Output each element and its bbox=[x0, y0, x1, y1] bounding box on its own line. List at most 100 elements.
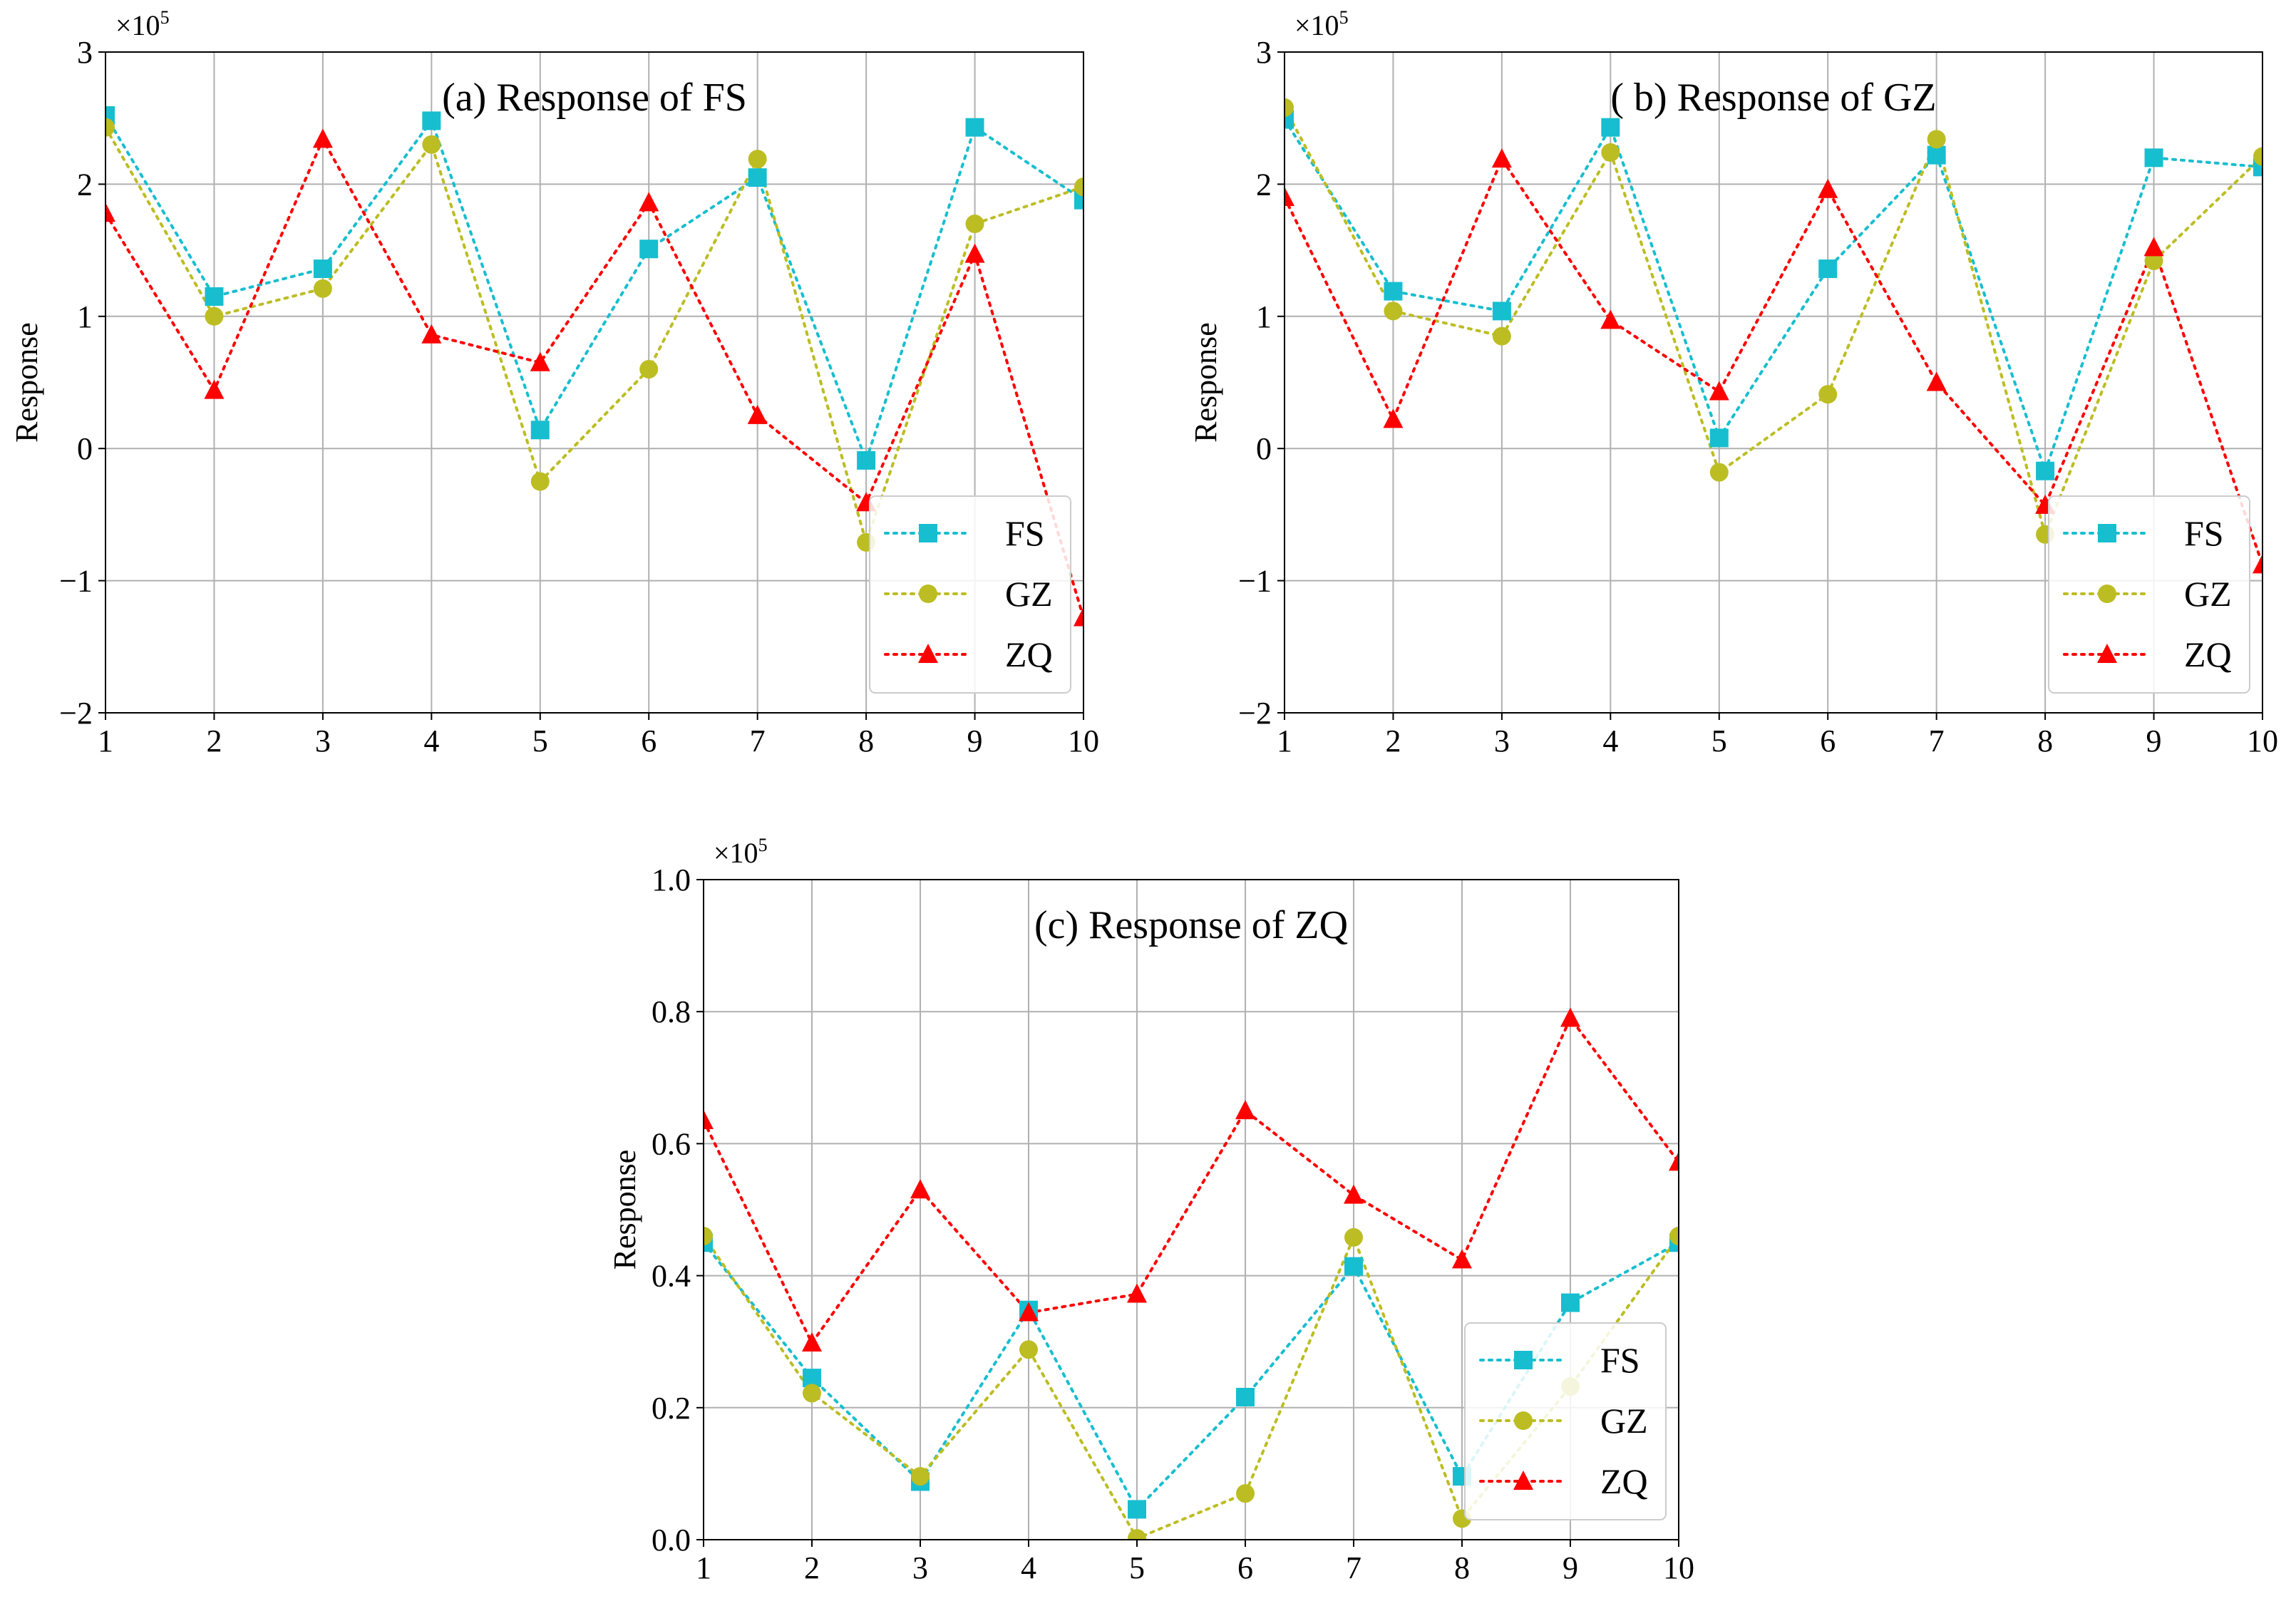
data-point-gz bbox=[530, 472, 550, 491]
data-point-gz bbox=[803, 1384, 821, 1403]
data-point-zq bbox=[910, 1179, 930, 1199]
data-point-zq bbox=[1285, 186, 1294, 206]
series-line-zq bbox=[1285, 155, 2262, 567]
y-axis-label: Response bbox=[607, 1150, 642, 1270]
data-point-zq bbox=[964, 243, 985, 263]
x-tick-label: 9 bbox=[1563, 1550, 1578, 1585]
y-tick-label: 0 bbox=[1256, 431, 1272, 466]
legend-box bbox=[2048, 495, 2250, 694]
chart-panel-c: 1 2 3 4 5 6 7 8 9 10 0.0 0.2 0.4 0.6 0.8 1.0 ×105 Respons… bbox=[607, 835, 1694, 1585]
x-tick-label: 10 bbox=[1663, 1550, 1694, 1585]
x-tick-label: 3 bbox=[1494, 724, 1510, 758]
data-point-gz bbox=[1709, 463, 1729, 482]
chart-title: ( b) Response of GZ bbox=[1610, 76, 1936, 120]
legend-label-gz: GZ bbox=[2184, 574, 2232, 614]
data-point-gz bbox=[1927, 130, 1946, 149]
y-tick-label: 3 bbox=[77, 35, 93, 70]
legend-box bbox=[869, 495, 1071, 694]
data-point-fs bbox=[1709, 428, 1729, 448]
data-point-gz bbox=[1492, 326, 1511, 346]
data-point-gz bbox=[1384, 302, 1403, 321]
data-point-zq bbox=[1600, 309, 1621, 329]
x-tick-label: 9 bbox=[967, 724, 983, 758]
data-point-fs bbox=[422, 111, 441, 130]
axes-frame bbox=[703, 879, 1679, 1540]
data-point-gz bbox=[911, 1467, 930, 1486]
series-line-fs bbox=[105, 113, 1083, 465]
data-point-fs bbox=[1561, 1293, 1580, 1312]
y-tick-label: 1 bbox=[1256, 299, 1272, 334]
legend-marker-fs bbox=[2098, 524, 2116, 542]
legend-label-gz: GZ bbox=[1600, 1401, 1648, 1441]
data-point-gz bbox=[704, 1227, 713, 1246]
data-point-fs bbox=[965, 118, 984, 137]
data-point-zq bbox=[1019, 1302, 1039, 1322]
data-point-zq bbox=[639, 192, 659, 212]
data-point-gz bbox=[1236, 1484, 1255, 1503]
y-tick-label: 0.6 bbox=[652, 1126, 691, 1161]
legend-label-zq: ZQ bbox=[1600, 1461, 1648, 1501]
data-point-gz bbox=[1601, 143, 1620, 162]
data-point-gz bbox=[105, 118, 115, 137]
y-multiplier-label: ×105 bbox=[1294, 7, 1349, 41]
legend-label-zq: ZQ bbox=[2184, 634, 2232, 674]
x-tick-label: 7 bbox=[1346, 1550, 1361, 1585]
data-point-gz bbox=[1818, 385, 1838, 404]
data-point-gz bbox=[205, 307, 224, 326]
data-point-gz bbox=[1019, 1340, 1038, 1359]
data-point-fs bbox=[530, 421, 550, 440]
data-point-zq bbox=[2253, 554, 2262, 574]
legend-label-fs: FS bbox=[1005, 513, 1045, 553]
x-tick-label: 4 bbox=[423, 724, 439, 758]
y-axis-label: Response bbox=[9, 322, 44, 443]
x-tick-label: 10 bbox=[2247, 724, 2278, 758]
y-tick-label: 1 bbox=[77, 299, 93, 334]
data-point-gz bbox=[1344, 1227, 1363, 1247]
data-point-zq bbox=[421, 324, 442, 344]
legend-marker-gz bbox=[1514, 1411, 1533, 1430]
y-tick-label: 0.2 bbox=[652, 1391, 691, 1426]
data-point-zq bbox=[1383, 408, 1404, 428]
data-point-gz bbox=[965, 215, 984, 234]
legend-marker-gz bbox=[919, 585, 937, 603]
x-tick-label: 4 bbox=[1021, 1550, 1036, 1585]
data-point-gz bbox=[1128, 1529, 1146, 1540]
legend-marker-zq bbox=[918, 644, 938, 663]
data-point-fs bbox=[205, 287, 224, 306]
x-tick-label: 8 bbox=[858, 724, 874, 758]
series-line-zq bbox=[704, 1015, 1679, 1346]
data-point-gz bbox=[313, 279, 332, 298]
x-tick-label: 7 bbox=[750, 724, 766, 758]
data-point-gz bbox=[2144, 251, 2163, 270]
x-tick-label: 8 bbox=[2037, 724, 2053, 758]
legend-label-gz: GZ bbox=[1005, 574, 1053, 614]
data-point-fs bbox=[1128, 1500, 1146, 1519]
legend-label-zq: ZQ bbox=[1005, 634, 1053, 674]
y-multiplier-label: ×105 bbox=[714, 835, 768, 869]
data-point-zq bbox=[1818, 178, 1838, 198]
x-tick-label: 2 bbox=[1385, 724, 1401, 758]
x-tick-label: 5 bbox=[1129, 1550, 1145, 1585]
x-tick-label: 3 bbox=[912, 1550, 928, 1585]
data-point-zq bbox=[204, 379, 225, 399]
data-point-zq bbox=[1344, 1184, 1364, 1204]
chart-title: (c) Response of ZQ bbox=[1034, 903, 1348, 947]
data-point-fs bbox=[1492, 302, 1511, 321]
legend-label-fs: FS bbox=[1600, 1340, 1640, 1380]
data-point-zq bbox=[802, 1332, 822, 1352]
data-point-zq bbox=[530, 351, 550, 371]
x-tick-label: 3 bbox=[315, 724, 331, 758]
x-tick-label: 1 bbox=[1277, 724, 1292, 758]
data-point-zq bbox=[747, 404, 768, 424]
data-point-zq bbox=[105, 202, 115, 222]
data-point-fs bbox=[2036, 461, 2055, 480]
y-multiplier-label: ×105 bbox=[115, 7, 170, 41]
series-line-gz bbox=[105, 125, 1083, 547]
data-point-gz bbox=[2253, 147, 2262, 166]
data-point-fs bbox=[313, 259, 332, 279]
data-point-fs bbox=[1344, 1257, 1363, 1276]
y-tick-label: 0 bbox=[77, 431, 93, 466]
data-point-fs bbox=[1236, 1387, 1255, 1406]
data-point-fs bbox=[748, 168, 767, 187]
plot-area bbox=[105, 105, 1083, 627]
